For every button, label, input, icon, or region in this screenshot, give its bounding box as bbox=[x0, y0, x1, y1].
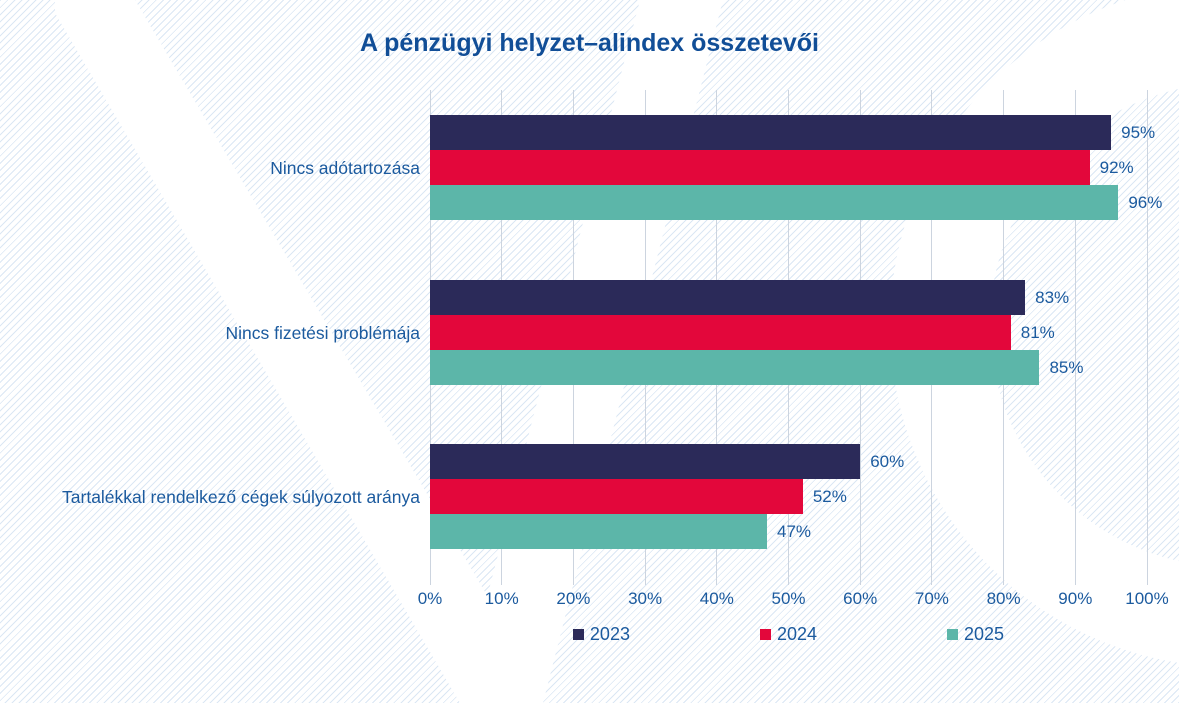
x-axis-tick-label: 90% bbox=[1058, 589, 1093, 608]
value-label: 52% bbox=[812, 487, 847, 506]
bar-2025-category-2 bbox=[430, 514, 767, 549]
value-label: 85% bbox=[1049, 358, 1084, 377]
value-label: 95% bbox=[1121, 123, 1156, 142]
gridline bbox=[1146, 90, 1148, 585]
bar-2023-category-2 bbox=[430, 444, 861, 479]
bar-2023-category-1 bbox=[430, 280, 1026, 315]
x-axis-tick-label: 20% bbox=[556, 589, 591, 608]
watermark-v-left-stroke bbox=[55, 0, 543, 703]
value-label: 81% bbox=[1020, 323, 1055, 342]
category-label: Nincs adótartozása bbox=[270, 157, 420, 178]
legend-item-2023: 2023 bbox=[572, 623, 630, 645]
category-label: Tartalékkal rendelkező cégek súlyozott a… bbox=[62, 486, 420, 507]
x-axis-tick-label: 40% bbox=[699, 589, 734, 608]
chart-title: A pénzügyi helyzet–alindex összetevői bbox=[360, 29, 819, 57]
gridline bbox=[1074, 90, 1076, 585]
plot-area: 95% 92% 96% 83% 81% 85% 60% 52% 47% bbox=[429, 90, 1162, 585]
value-label: 92% bbox=[1099, 158, 1134, 177]
x-axis-tick-label: 100% bbox=[1125, 589, 1169, 608]
legend-swatch bbox=[759, 628, 771, 640]
bar-2024-category-1 bbox=[430, 315, 1011, 350]
legend-item-2025: 2025 bbox=[947, 623, 1004, 645]
legend-label: 2025 bbox=[964, 624, 1005, 644]
value-label: 96% bbox=[1128, 193, 1163, 212]
bar-2024-category-2 bbox=[430, 479, 803, 514]
x-axis-tick-label: 60% bbox=[843, 589, 878, 608]
bar-2025-category-0 bbox=[430, 185, 1119, 220]
legend: 2023 2024 2025 bbox=[430, 623, 1147, 645]
x-axis: 0% 10% 20% 30% 40% 50% 60% 70% 80% 90% 100% bbox=[418, 588, 1169, 610]
bar-2024-category-0 bbox=[430, 150, 1090, 185]
x-axis-tick-label: 80% bbox=[986, 589, 1021, 608]
x-axis-tick-label: 0% bbox=[417, 589, 443, 608]
bar-2023-category-0 bbox=[430, 115, 1112, 150]
value-label: 60% bbox=[870, 452, 905, 471]
category-labels: Nincs adótartozása Nincs fizetési problém… bbox=[8, 0, 420, 703]
x-axis-tick-label: 30% bbox=[628, 589, 663, 608]
category-label: Nincs fizetési problémája bbox=[225, 322, 420, 343]
value-label: 83% bbox=[1035, 288, 1070, 307]
bar-2025-category-1 bbox=[430, 350, 1040, 385]
legend-label: 2024 bbox=[776, 624, 818, 644]
value-label: 47% bbox=[776, 522, 812, 541]
legend-swatch bbox=[947, 628, 959, 640]
legend-label: 2023 bbox=[589, 624, 630, 644]
x-axis-tick-label: 10% bbox=[484, 589, 519, 608]
x-axis-tick-label: 50% bbox=[771, 589, 806, 608]
legend-item-2024: 2024 bbox=[759, 623, 818, 645]
legend-swatch bbox=[572, 628, 584, 640]
x-axis-tick-label: 70% bbox=[914, 589, 949, 608]
